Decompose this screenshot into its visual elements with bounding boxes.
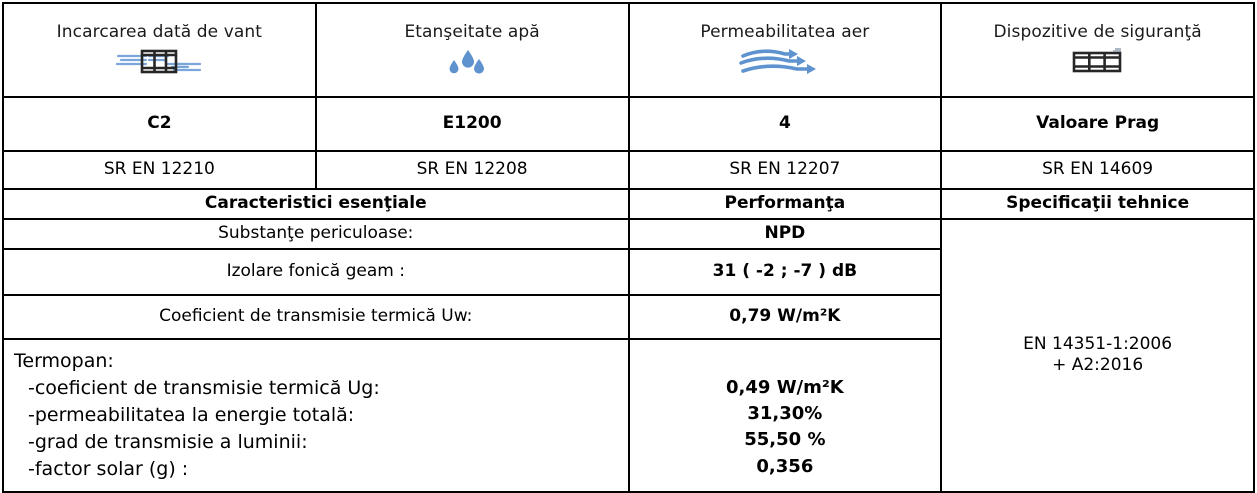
- technical-spec-line-1: EN 14351-1:2006: [1023, 334, 1173, 355]
- label-termopan-block: Termopan: -coeficient de transmisie term…: [2, 338, 630, 493]
- header-title-safety-devices: Dispozitive de siguranţă: [993, 22, 1202, 43]
- table-row-dangerous-substances: Substanţe periculoase: NPD EN 14351-1:20…: [2, 218, 1255, 493]
- table-row-sound-insulation: Izolare fonică geam : 31 ( -2 ; -7 ) dB: [2, 248, 1254, 296]
- termopan-item-label-ug: -coeficient de transmisie termică Ug:: [28, 376, 380, 399]
- technical-spec-line-2: + A2:2016: [1052, 355, 1144, 376]
- table-row-pictogram-headers: Incarcarea dată de vant: [2, 2, 1255, 98]
- table-row-section-headers: Caracteristici esenţiale Performanţa Spe…: [2, 188, 1255, 220]
- header-cell-safety-devices: Dispozitive de siguranţă: [940, 2, 1255, 98]
- air-flow-arrows-icon: [630, 48, 941, 78]
- termopan-heading: Termopan:: [14, 350, 114, 372]
- termopan-value-list: 0,49 W/m²K 31,30% 55,50 % 0,356: [630, 351, 941, 479]
- wind-load-window-icon: [4, 48, 315, 78]
- header-title-air-permeability: Permeabilitatea aer: [700, 22, 870, 43]
- section-header-technical-specs: Specificaţii tehnice: [940, 188, 1255, 220]
- termopan-item-value-solar-factor: 0,356: [756, 455, 814, 477]
- table-row-standards: SR EN 12210 SR EN 12208 SR EN 12207 SR E…: [2, 150, 1255, 190]
- section-header-characteristics: Caracteristici esenţiale: [2, 188, 630, 220]
- value-thermal-transmittance-uw: 0,79 W/m²K: [627, 294, 943, 340]
- standard-safety-devices: SR EN 14609: [940, 150, 1255, 190]
- value-termopan-block: 0,49 W/m²K 31,30% 55,50 % 0,356: [627, 338, 943, 493]
- termopan-item-value-light-transmission: 55,50 %: [744, 429, 826, 451]
- header-cell-air-permeability: Permeabilitatea aer: [627, 2, 943, 98]
- label-dangerous-substances: Substanţe periculoase:: [2, 218, 630, 250]
- value-dangerous-substances: NPD: [627, 218, 943, 250]
- header-title-water-tightness: Etanşeitate apă: [404, 22, 540, 43]
- termopan-item-value-total-energy: 31,30%: [747, 403, 823, 425]
- termopan-label-list: Termopan: -coeficient de transmisie term…: [4, 340, 628, 491]
- header-cell-water-tightness: Etanşeitate apă: [314, 2, 630, 98]
- table-row-termopan: Termopan: -coeficient de transmisie term…: [2, 338, 1254, 493]
- standard-wind-load: SR EN 12210: [2, 150, 317, 190]
- class-value-wind-load: C2: [2, 96, 317, 152]
- class-value-safety-devices: Valoare Prag: [940, 96, 1255, 152]
- termopan-item-label-light-transmission: -grad de transmisie a luminii:: [28, 430, 308, 453]
- value-sound-insulation: 31 ( -2 ; -7 ) dB: [627, 248, 943, 296]
- termopan-item-value-ug: 0,49 W/m²K: [726, 377, 844, 399]
- class-value-water-tightness: E1200: [314, 96, 630, 152]
- water-droplets-icon: [317, 48, 628, 78]
- window-frame-grid-icon: [942, 47, 1253, 78]
- termopan-item-label-total-energy: -permeabilitatea la energie totală:: [28, 403, 355, 426]
- technical-specification-cell: EN 14351-1:2006 + A2:2016: [940, 218, 1255, 493]
- table-row-thermal-transmittance-uw: Coeficient de transmisie termică Uw: 0,7…: [2, 294, 1254, 340]
- header-cell-wind-load: Incarcarea dată de vant: [2, 2, 317, 98]
- label-thermal-transmittance-uw: Coeficient de transmisie termică Uw:: [2, 294, 630, 340]
- standard-air-permeability: SR EN 12207: [627, 150, 943, 190]
- termopan-item-label-solar-factor: -factor solar (g) :: [28, 457, 189, 480]
- standard-water-tightness: SR EN 12208: [314, 150, 630, 190]
- table-row-class-values: C2 E1200 4 Valoare Prag: [2, 96, 1255, 152]
- class-value-air-permeability: 4: [627, 96, 943, 152]
- section-header-performance: Performanţa: [627, 188, 943, 220]
- label-sound-insulation: Izolare fonică geam :: [2, 248, 630, 296]
- header-title-wind-load: Incarcarea dată de vant: [56, 22, 263, 43]
